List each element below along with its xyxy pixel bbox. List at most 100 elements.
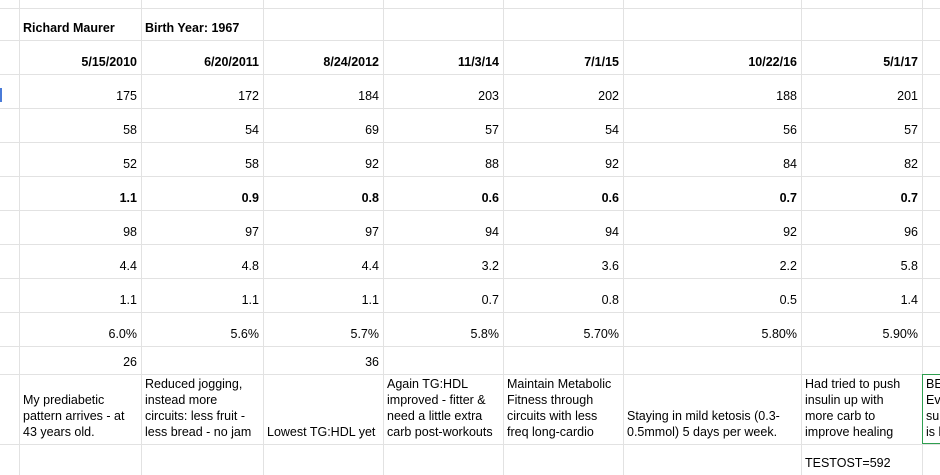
column-border <box>19 0 20 475</box>
value-cell: 175 <box>116 89 137 103</box>
value-cell: 97 <box>245 225 259 239</box>
date-header: 11/3/14 <box>457 55 499 69</box>
value-cell: 36 <box>365 355 379 369</box>
value-cell: 4.8 <box>241 259 259 273</box>
value-cell: 1.1 <box>119 191 137 205</box>
column-border <box>801 0 802 475</box>
value-cell: 57 <box>485 123 499 137</box>
value-cell: 94 <box>485 225 499 239</box>
column-border <box>383 0 384 475</box>
value-cell: 1.1 <box>119 293 137 307</box>
value-cell: 201 <box>897 89 918 103</box>
column-border <box>623 0 624 475</box>
note-cell: Reduced jogging, instead more circuits: … <box>145 377 252 439</box>
value-cell: 26 <box>123 355 137 369</box>
note-cell: Maintain Metabolic Fitness through circu… <box>507 377 612 439</box>
value-cell: 0.5 <box>779 293 797 307</box>
value-cell: 202 <box>598 89 619 103</box>
value-cell: 0.7 <box>481 293 499 307</box>
value-cell: 5.70% <box>583 327 619 341</box>
value-cell: 188 <box>776 89 797 103</box>
testosterone-cell: TESTOST=592 <box>805 456 891 470</box>
value-cell: 0.7 <box>900 191 918 205</box>
value-cell: 5.7% <box>350 327 380 341</box>
date-header: 5/15/2010 <box>81 55 137 69</box>
note-cell: BE Ev sur is l <box>926 377 940 439</box>
column-border <box>922 0 923 475</box>
value-cell: 97 <box>365 225 379 239</box>
row-border <box>0 142 940 143</box>
value-cell: 4.4 <box>361 259 379 273</box>
row-border <box>0 374 940 375</box>
row-border <box>0 444 940 445</box>
value-cell: 82 <box>904 157 918 171</box>
row-border <box>0 312 940 313</box>
note-cell: Staying in mild ketosis (0.3- 0.5mmol) 5… <box>627 409 780 439</box>
name-cell: Richard Maurer <box>23 21 115 35</box>
value-cell: 3.6 <box>601 259 619 273</box>
date-header: 10/22/16 <box>748 55 797 69</box>
value-cell: 0.7 <box>779 191 797 205</box>
value-cell: 92 <box>365 157 379 171</box>
value-cell: 203 <box>478 89 499 103</box>
value-cell: 94 <box>605 225 619 239</box>
value-cell: 54 <box>245 123 259 137</box>
column-border <box>141 0 142 475</box>
value-cell: 56 <box>783 123 797 137</box>
date-header: 5/1/17 <box>883 55 918 69</box>
value-cell: 172 <box>238 89 259 103</box>
value-cell: 4.4 <box>119 259 137 273</box>
value-cell: 184 <box>358 89 379 103</box>
value-cell: 0.9 <box>241 191 259 205</box>
note-cell: Lowest TG:HDL yet <box>267 425 376 439</box>
value-cell: 0.6 <box>601 191 619 205</box>
value-cell: 1.1 <box>361 293 379 307</box>
value-cell: 5.80% <box>761 327 797 341</box>
birth-year-cell: Birth Year: 1967 <box>145 21 240 35</box>
value-cell: 5.90% <box>882 327 918 341</box>
value-cell: 5.6% <box>230 327 260 341</box>
row-border <box>0 278 940 279</box>
date-header: 7/1/15 <box>584 55 619 69</box>
row-border <box>0 176 940 177</box>
value-cell: 54 <box>605 123 619 137</box>
row-border <box>0 108 940 109</box>
value-cell: 69 <box>365 123 379 137</box>
row-border <box>0 74 940 75</box>
value-cell: 5.8% <box>470 327 500 341</box>
value-cell: 0.8 <box>361 191 379 205</box>
date-header: 8/24/2012 <box>323 55 379 69</box>
value-cell: 57 <box>904 123 918 137</box>
value-cell: 92 <box>783 225 797 239</box>
value-cell: 58 <box>123 123 137 137</box>
note-cell: My prediabetic pattern arrives - at 43 y… <box>23 393 125 439</box>
date-header: 6/20/2011 <box>204 55 259 69</box>
column-border <box>263 0 264 475</box>
row-border <box>0 346 940 347</box>
value-cell: 1.1 <box>241 293 259 307</box>
value-cell: 92 <box>605 157 619 171</box>
value-cell: 0.6 <box>481 191 499 205</box>
value-cell: 3.2 <box>481 259 499 273</box>
value-cell: 84 <box>783 157 797 171</box>
selected-cell <box>922 374 940 444</box>
value-cell: 1.4 <box>900 293 918 307</box>
value-cell: 2.2 <box>779 259 797 273</box>
value-cell: 52 <box>123 157 137 171</box>
value-cell: 96 <box>904 225 918 239</box>
value-cell: 98 <box>123 225 137 239</box>
row-border <box>0 8 940 9</box>
value-cell: 58 <box>245 157 259 171</box>
note-cell: Had tried to push insulin up with more c… <box>805 377 901 439</box>
row-border <box>0 210 940 211</box>
row-border <box>0 244 940 245</box>
value-cell: 88 <box>485 157 499 171</box>
note-cell: Again TG:HDL improved - fitter & need a … <box>387 377 493 439</box>
row-border <box>0 40 940 41</box>
value-cell: 6.0% <box>108 327 138 341</box>
value-cell: 5.8 <box>900 259 918 273</box>
row-marker <box>0 88 2 102</box>
column-border <box>503 0 504 475</box>
value-cell: 0.8 <box>601 293 619 307</box>
